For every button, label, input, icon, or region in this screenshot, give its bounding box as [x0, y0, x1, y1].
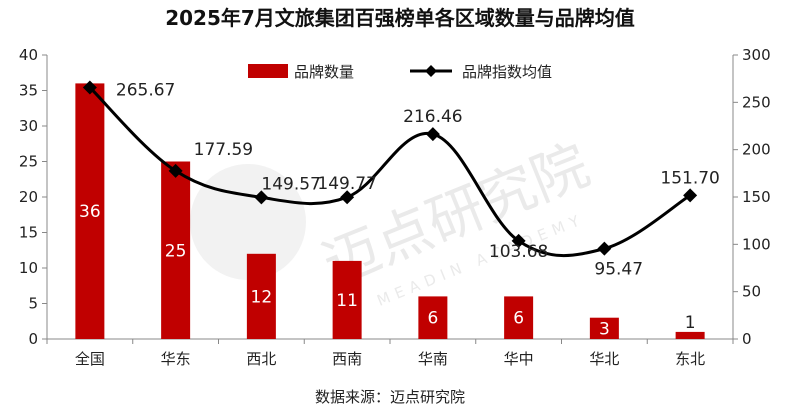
- bar-data-label: 11: [336, 291, 358, 311]
- bars: 36 25 12 11 6 6 3 1: [75, 83, 705, 340]
- chart-title: 2025年7月文旅集团百强榜单各区域数量与品牌均值: [165, 6, 635, 30]
- line-data-label: 216.46: [403, 107, 462, 127]
- x-tick-label: 华南: [418, 350, 448, 368]
- y-left-tick-label: 30: [19, 117, 38, 135]
- bar-data-label: 6: [427, 309, 438, 329]
- y-right-tick-label: 0: [742, 330, 752, 348]
- y-right-tick-label: 100: [742, 235, 771, 253]
- bar-data-label: 25: [165, 241, 187, 261]
- y-right-tick-label: 200: [742, 141, 771, 159]
- bar: [589, 317, 619, 339]
- line-data-label: 95.47: [594, 260, 643, 280]
- line-data-label: 151.70: [660, 168, 719, 188]
- y-right-tick-label: 150: [742, 188, 771, 206]
- bar: [161, 161, 191, 339]
- y-left-tick-label: 15: [19, 224, 38, 242]
- y-left-tick-label: 40: [19, 46, 38, 64]
- x-tick-label: 东北: [675, 350, 705, 368]
- line-data-label: 265.67: [116, 80, 175, 100]
- line-data-label: 103.68: [489, 242, 548, 262]
- bar: [332, 260, 362, 339]
- bar: [418, 296, 448, 339]
- source-text: 数据来源：迈点研究院: [315, 388, 465, 406]
- line-point: [425, 127, 440, 142]
- x-tick-label: 西北: [246, 350, 276, 368]
- line-point: [597, 241, 612, 256]
- line-point: [683, 188, 698, 203]
- x-tick-label: 西南: [332, 350, 362, 368]
- bar-data-label: 12: [251, 287, 273, 307]
- line-data-label: 177.59: [194, 140, 253, 160]
- legend-bar-label: 品牌数量: [294, 63, 354, 81]
- line-point: [168, 163, 183, 178]
- legend-bar-swatch: [248, 64, 288, 78]
- x-tick-label: 华东: [161, 350, 191, 368]
- watermark-logo-icon: [190, 164, 306, 280]
- series-line: [88, 86, 691, 258]
- bar: [504, 296, 534, 339]
- line-point: [254, 190, 269, 205]
- x-tick-label: 全国: [75, 350, 105, 368]
- legend: 品牌数量 品牌指数均值: [248, 63, 552, 81]
- bar-data-label: 36: [79, 202, 101, 222]
- line-point: [511, 233, 526, 248]
- bar-data-label: 1: [685, 313, 696, 333]
- line-data-label: 149.57: [261, 174, 320, 194]
- bar-data-label: 3: [599, 319, 610, 339]
- category-labels: 全国 华东 西北 西南 华南 华中 华北 东北: [75, 350, 705, 368]
- x-tick-label: 华中: [504, 350, 534, 368]
- bar: [675, 331, 705, 339]
- y-left-tick-label: 10: [19, 259, 38, 277]
- line-point: [340, 190, 355, 205]
- y-right-tick-label: 300: [742, 46, 771, 64]
- y-right-tick-label: 50: [742, 283, 761, 301]
- y-left-tick-label: 0: [28, 330, 38, 348]
- y-left-tick-label: 35: [19, 82, 38, 100]
- x-tick-label: 华北: [589, 350, 619, 368]
- bar: [75, 83, 105, 340]
- legend-line-label: 品牌指数均值: [462, 63, 552, 81]
- y-left-tick-label: 5: [28, 295, 38, 313]
- bar: [246, 253, 276, 339]
- line-data-label: 149.77: [317, 174, 376, 194]
- line-point: [82, 80, 97, 95]
- legend-line-marker: [425, 65, 437, 77]
- bar-data-label: 6: [513, 309, 524, 329]
- y-left-tick-label: 20: [19, 188, 38, 206]
- y-right-tick-label: 250: [742, 93, 771, 111]
- y-left-tick-label: 25: [19, 153, 38, 171]
